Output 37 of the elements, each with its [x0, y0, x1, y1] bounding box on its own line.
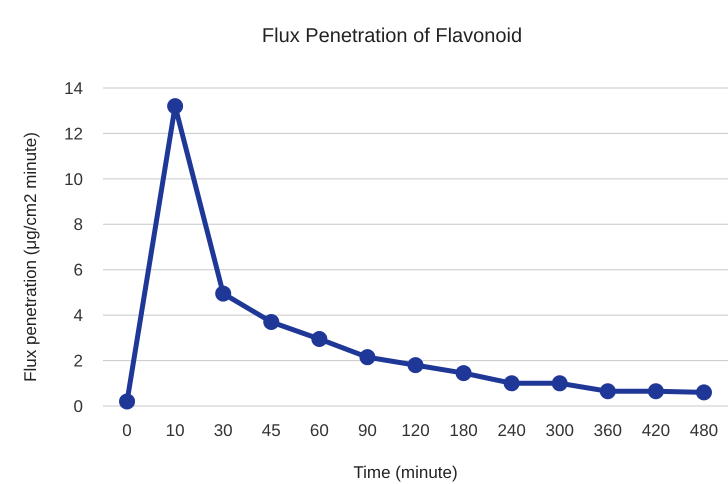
point — [456, 365, 472, 382]
point — [552, 375, 568, 392]
point — [311, 330, 328, 347]
point — [648, 383, 664, 400]
point — [504, 375, 520, 392]
y-tick-label: 10 — [64, 170, 83, 189]
point — [167, 98, 184, 114]
y-tick-label: 14 — [64, 78, 83, 98]
y-tick-label: 12 — [64, 124, 83, 144]
x-tick-label: 360 — [594, 421, 622, 440]
point — [359, 349, 376, 366]
x-tick-label: 0 — [122, 421, 132, 440]
y-tick-label: 8 — [74, 215, 83, 234]
x-tick-label: 240 — [497, 421, 526, 440]
x-tick-label: 10 — [166, 421, 185, 440]
x-tick-label: 60 — [310, 421, 329, 440]
point — [696, 384, 712, 400]
y-tick-label: 6 — [74, 260, 83, 280]
x-tick-label: 480 — [690, 421, 718, 440]
x-tick-label: 30 — [214, 421, 233, 440]
x-tick-label: 420 — [642, 421, 670, 440]
x-tick-label: 300 — [546, 421, 574, 440]
y-axis-title: Flux penetration (μg/cm2 minute) — [21, 132, 40, 382]
x-tick-label: 45 — [262, 421, 281, 440]
point — [263, 314, 280, 330]
x-tick-label: 90 — [358, 421, 377, 440]
y-tick-label: 2 — [74, 352, 83, 371]
x-tick-label: 180 — [449, 421, 478, 440]
x-axis-title: Time (minute) — [353, 463, 458, 482]
point — [119, 393, 136, 410]
chart-title: Flux Penetration of Flavonoid — [262, 25, 522, 47]
y-tick-label: 0 — [74, 396, 83, 416]
point — [408, 357, 424, 374]
y-tick-label: 4 — [74, 306, 83, 326]
point — [215, 286, 232, 302]
point — [600, 383, 616, 400]
x-tick-label: 120 — [401, 421, 430, 440]
